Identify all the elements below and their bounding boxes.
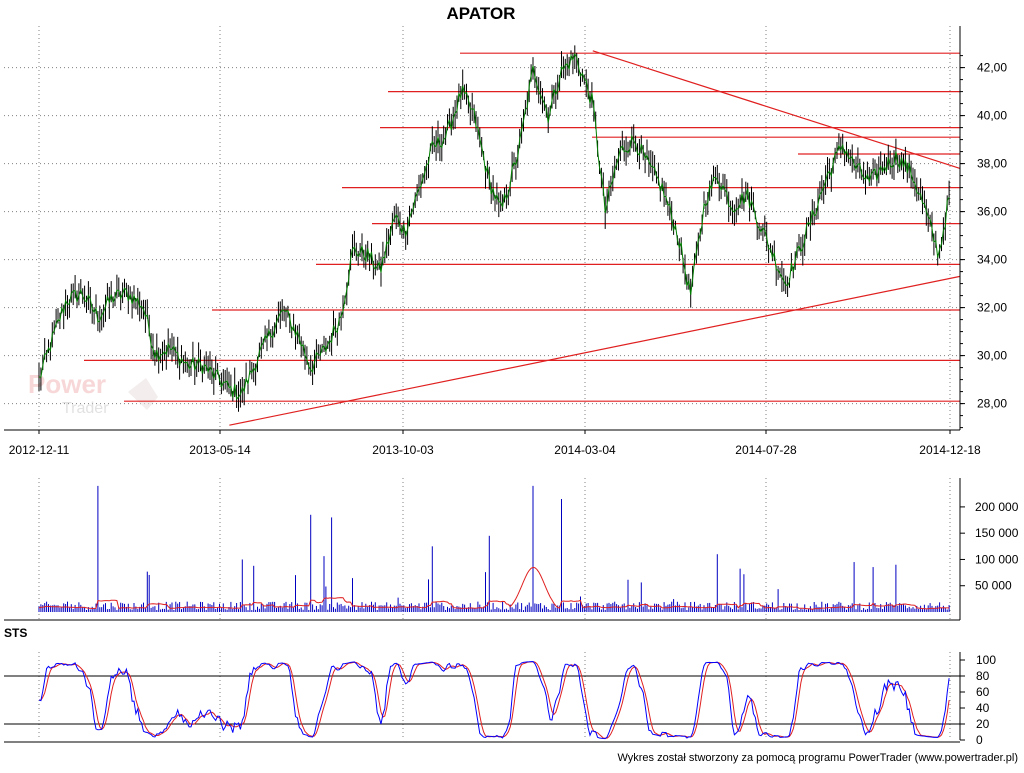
stochastic-fast-line	[38, 660, 950, 740]
oscillator-levels	[4, 675, 960, 725]
chart-title: APATOR	[447, 4, 516, 23]
price-y-tick-label: 36,00	[977, 205, 1007, 219]
price-bars	[38, 45, 950, 412]
volume-panel: 50 000 100 000 150 000 200 000	[38, 478, 1019, 620]
price-x-ticks: 2012-12-11 2013-05-14 2013-10-03 2014-03-04…	[9, 430, 981, 457]
volume-y-tick-label: 150 000	[975, 526, 1019, 540]
price-y-tick-label: 28,00	[977, 397, 1007, 411]
oscillator-y-tick-label: 80	[976, 669, 990, 683]
x-tick-label: 2014-07-28	[735, 443, 797, 457]
svg-text:Power: Power	[28, 369, 106, 399]
x-tick-label: 2014-03-04	[554, 443, 616, 457]
trendlines	[229, 50, 961, 426]
price-y-tick-label: 30,00	[977, 349, 1007, 363]
stochastic-slow-line	[38, 661, 950, 739]
svg-text:Trader: Trader	[62, 400, 109, 417]
price-panel: Power Trader 28,00 30,00 32,00 34,00 36,00 38…	[4, 26, 1007, 457]
volume-y-tick-label: 100 000	[975, 552, 1019, 566]
price-y-tick-label: 32,00	[977, 301, 1007, 315]
powertrader-watermark: Power Trader	[28, 369, 158, 417]
volume-moving-average	[38, 566, 950, 610]
oscillator-y-tick-label: 40	[976, 701, 990, 715]
volume-y-tick-label: 200 000	[975, 500, 1019, 514]
support-resistance-levels	[84, 52, 960, 402]
chart-frame	[4, 26, 961, 743]
price-grid	[4, 26, 960, 430]
oscillator-y-tick-label: 100	[976, 653, 996, 667]
volume-grid	[38, 478, 951, 620]
oscillator-y-tick-label: 60	[976, 685, 990, 699]
price-y-tick-label: 40,00	[977, 109, 1007, 123]
x-tick-label: 2013-05-14	[189, 443, 251, 457]
x-tick-label: 2014-12-18	[919, 443, 981, 457]
oscillator-label: STS	[4, 626, 27, 640]
price-y-tick-label: 34,00	[977, 253, 1007, 267]
oscillator-y-ticks: 0 20 40 60 80 100	[960, 653, 996, 747]
volume-y-ticks: 50 000 100 000 150 000 200 000	[960, 500, 1019, 593]
oscillator-y-tick-label: 20	[976, 717, 990, 731]
price-y-tick-label: 42,00	[977, 61, 1007, 75]
trendline	[229, 275, 961, 426]
price-y-tick-label: 38,00	[977, 157, 1007, 171]
trendline	[592, 50, 961, 169]
oscillator-y-tick-label: 0	[976, 733, 983, 747]
oscillator-panel: 0 20 40 60 80 100	[4, 652, 996, 747]
x-tick-label: 2012-12-11	[9, 443, 70, 457]
volume-y-tick-label: 50 000	[975, 579, 1012, 593]
footer-credit: Wykres został stworzony za pomocą progra…	[617, 752, 1018, 764]
volume-bars	[38, 485, 950, 612]
x-tick-label: 2013-10-03	[372, 443, 434, 457]
price-y-ticks: 28,00 30,00 32,00 34,00 36,00 38,00 40,00 42,00	[960, 55, 1007, 429]
price-line	[38, 52, 950, 400]
